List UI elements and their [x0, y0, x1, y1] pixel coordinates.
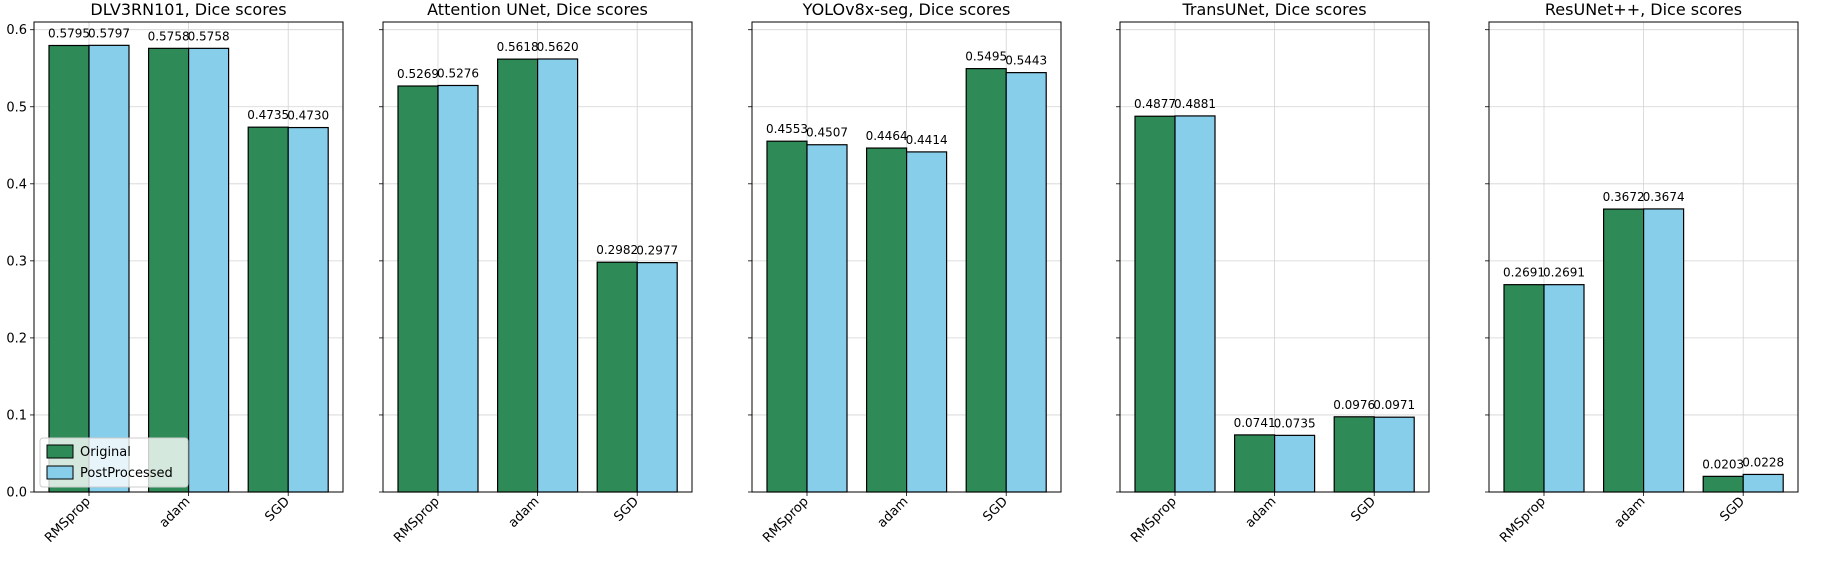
legend-box — [39, 437, 189, 488]
bar-postprocessed — [1742, 473, 1784, 493]
data-label: 0.2982 — [596, 243, 638, 257]
bar-original — [1233, 434, 1276, 493]
axes-frame — [382, 21, 693, 493]
bar-postprocessed — [437, 84, 479, 493]
y-tick-label: 0.6 — [6, 23, 27, 38]
bar-postprocessed — [287, 126, 329, 493]
chart-title: ResUNet++, Dice scores — [1545, 0, 1742, 19]
x-tick-label: RMSprop — [1128, 494, 1180, 546]
axes-frame — [1119, 21, 1430, 493]
data-label: 0.5795 — [48, 27, 90, 41]
legend-label: PostProcessed — [80, 466, 173, 481]
data-label: 0.4735 — [247, 108, 289, 122]
x-tick-label: adam — [1612, 494, 1649, 531]
data-label: 0.4881 — [1174, 97, 1216, 111]
data-label: 0.5620 — [537, 40, 579, 54]
data-label: 0.0971 — [1373, 398, 1415, 412]
bar-postprocessed — [188, 47, 230, 493]
x-tick-label: SGD — [1348, 494, 1379, 525]
axes-frame — [751, 21, 1062, 493]
bar-postprocessed — [1642, 208, 1685, 493]
data-label: 0.0735 — [1274, 416, 1316, 430]
y-tick-label: 0.3 — [6, 254, 27, 269]
bar-postprocessed — [1373, 416, 1415, 493]
bar-postprocessed — [636, 262, 678, 493]
chart-title: DLV3RN101, Dice scores — [90, 0, 286, 19]
data-label: 0.5276 — [437, 66, 479, 80]
y-tick-label: 0.4 — [6, 177, 27, 192]
bar-original — [48, 44, 90, 493]
x-tick-label: RMSprop — [760, 494, 812, 546]
data-label: 0.5269 — [397, 67, 439, 81]
y-tick-label: 0.5 — [6, 100, 27, 115]
bar-original — [1602, 208, 1645, 493]
chart-title: YOLOv8x-seg, Dice scores — [802, 0, 1011, 19]
bar-postprocessed — [1005, 72, 1047, 493]
data-label: 0.5758 — [188, 29, 230, 43]
bar-original — [1333, 416, 1375, 493]
data-label: 0.5495 — [965, 50, 1007, 64]
bar-postprocessed — [1543, 284, 1585, 493]
bar-original — [596, 261, 638, 493]
bar-original — [1702, 475, 1744, 493]
legend-label: Original — [80, 445, 131, 460]
data-label: 0.0976 — [1333, 398, 1375, 412]
data-label: 0.4730 — [287, 109, 329, 123]
x-tick-label: SGD — [262, 494, 293, 525]
bar-original — [865, 147, 908, 493]
bar-original — [1134, 115, 1176, 493]
chart-title: Attention UNet, Dice scores — [427, 0, 648, 19]
data-label: 0.2977 — [636, 244, 678, 258]
bar-original — [148, 47, 190, 493]
bar-postprocessed — [1174, 115, 1216, 493]
legend-swatch — [46, 465, 74, 480]
axes-frame — [33, 21, 344, 493]
x-tick-label: SGD — [980, 494, 1011, 525]
data-label: 0.0203 — [1702, 457, 1744, 471]
data-label: 0.5443 — [1005, 54, 1047, 68]
bar-postprocessed — [1273, 434, 1316, 493]
data-label: 0.0741 — [1234, 416, 1276, 430]
data-label: 0.0228 — [1742, 455, 1784, 469]
data-label: 0.3674 — [1643, 190, 1685, 204]
x-tick-label: SGD — [611, 494, 642, 525]
data-label: 0.5618 — [497, 40, 539, 54]
data-label: 0.2691 — [1503, 266, 1545, 280]
data-label: 0.4414 — [906, 133, 948, 147]
bar-postprocessed — [806, 144, 848, 493]
data-label: 0.4877 — [1134, 97, 1176, 111]
bar-original — [397, 85, 439, 493]
data-label: 0.5758 — [148, 29, 190, 43]
bar-postprocessed — [536, 58, 579, 493]
bar-original — [247, 126, 289, 493]
y-tick-label: 0.0 — [6, 486, 27, 501]
bar-original — [965, 68, 1007, 493]
axes-frame — [1488, 21, 1799, 493]
data-label: 0.4464 — [866, 129, 908, 143]
data-label: 0.4553 — [766, 122, 808, 136]
data-label: 0.4507 — [806, 126, 848, 140]
bar-original — [497, 58, 539, 493]
data-label: 0.2691 — [1543, 266, 1585, 280]
x-tick-label: SGD — [1717, 494, 1748, 525]
chart-title: TransUNet, Dice scores — [1181, 0, 1366, 19]
x-tick-label: RMSprop — [42, 494, 94, 546]
x-tick-label: RMSprop — [391, 494, 443, 546]
bar-original — [766, 140, 808, 493]
y-tick-label: 0.1 — [6, 408, 27, 423]
x-tick-label: adam — [506, 494, 543, 531]
x-tick-label: adam — [875, 494, 912, 531]
data-label: 0.5797 — [88, 26, 130, 40]
legend-swatch — [46, 444, 74, 459]
bar-original — [1503, 284, 1545, 493]
x-tick-label: adam — [157, 494, 194, 531]
bar-postprocessed — [905, 151, 948, 493]
data-label: 0.3672 — [1603, 190, 1645, 204]
y-tick-label: 0.2 — [6, 331, 27, 346]
x-tick-label: RMSprop — [1497, 494, 1549, 546]
x-tick-label: adam — [1243, 494, 1280, 531]
bar-postprocessed — [88, 44, 130, 493]
